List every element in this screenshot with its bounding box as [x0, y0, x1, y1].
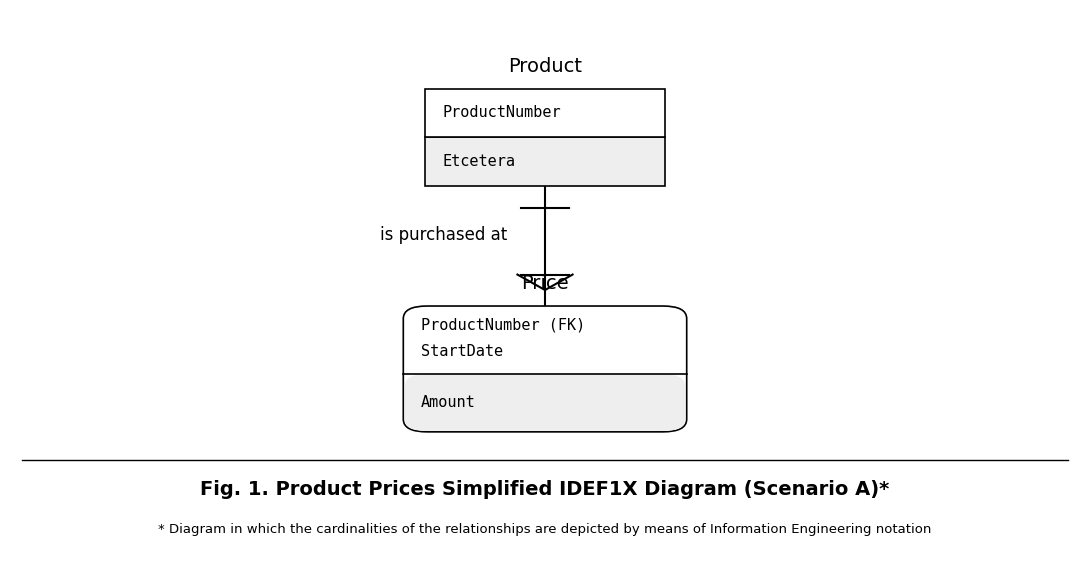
Text: Fig. 1. Product Prices Simplified IDEF1X Diagram (Scenario A)*: Fig. 1. Product Prices Simplified IDEF1X…	[201, 479, 889, 499]
Text: Etcetera: Etcetera	[443, 154, 516, 169]
Bar	[425, 137, 665, 186]
Text: ProductNumber: ProductNumber	[443, 105, 561, 121]
Bar	[425, 89, 665, 137]
FancyBboxPatch shape	[403, 306, 687, 432]
Text: StartDate: StartDate	[421, 344, 502, 359]
FancyBboxPatch shape	[405, 374, 686, 431]
Text: Product: Product	[508, 57, 582, 76]
Text: is purchased at: is purchased at	[379, 225, 507, 244]
Text: Price: Price	[521, 275, 569, 293]
Text: ProductNumber (FK): ProductNumber (FK)	[421, 317, 585, 332]
Text: Amount: Amount	[421, 395, 475, 411]
Text: * Diagram in which the cardinalities of the relationships are depicted by means : * Diagram in which the cardinalities of …	[158, 523, 932, 535]
